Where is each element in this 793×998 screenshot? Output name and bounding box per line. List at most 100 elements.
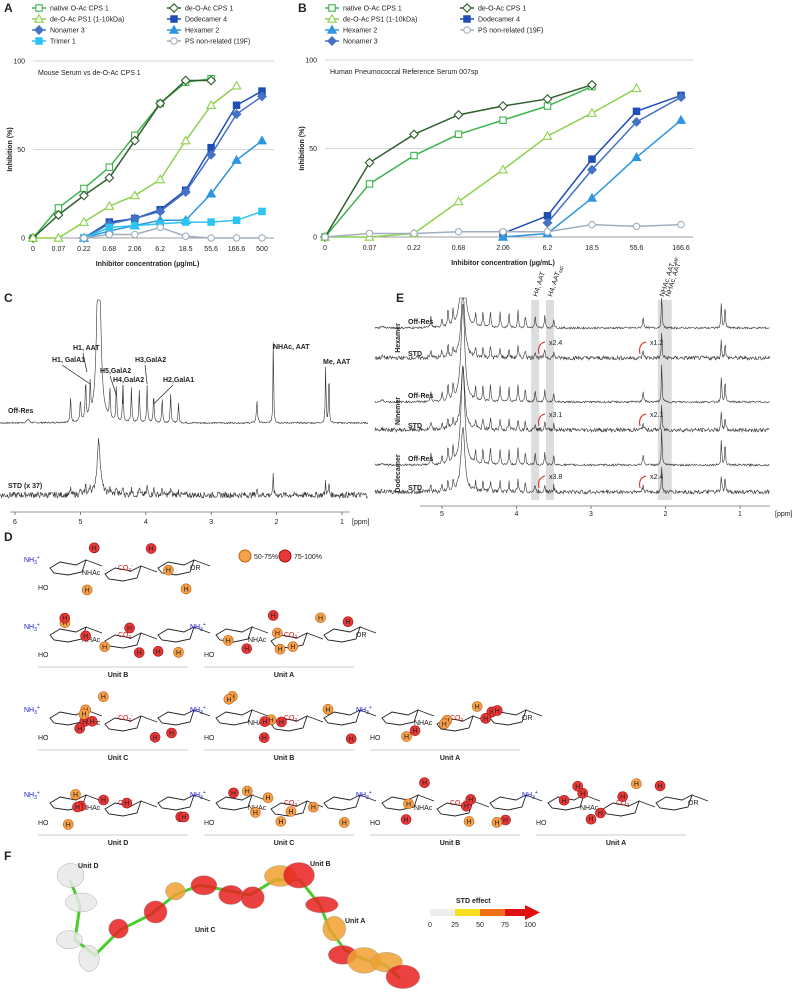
legend-label: PS non-related (19F) [185, 39, 250, 46]
trace-label: STD [408, 423, 422, 430]
marker [365, 229, 374, 238]
std-atom [308, 801, 319, 813]
legend-marker [169, 3, 179, 13]
group-sup: - [131, 798, 133, 804]
peak-arrow [61, 364, 91, 385]
legend-marker [34, 25, 44, 35]
x-tick-label: 55.6 [204, 246, 218, 253]
group-sub: 3 [200, 627, 203, 633]
peak-label-sub: MF [673, 256, 681, 265]
marker [155, 174, 166, 184]
atom-label: H [467, 819, 472, 826]
std-atom [86, 716, 98, 727]
group-base: NH [190, 792, 200, 799]
bond [359, 794, 377, 802]
trace-label: STD [408, 351, 422, 358]
bond [251, 709, 269, 717]
marker [27, 232, 39, 242]
legend-label: Nonamer 3 [343, 39, 378, 46]
y-axis-title: Inhibition (%) [299, 126, 306, 170]
marker [53, 210, 64, 220]
std-surface [322, 916, 346, 942]
atom-label: H [278, 647, 283, 654]
group-base: NH [190, 707, 200, 714]
marker [258, 234, 266, 242]
atom-label: H [269, 717, 274, 724]
group-base: NH [24, 792, 34, 799]
atom-label: H [153, 735, 158, 742]
peak-label: H4,GalA2 [113, 377, 144, 384]
unit-label: Unit C [274, 840, 295, 847]
group-label: HO [370, 820, 381, 827]
group-sub: 2 [461, 718, 464, 724]
group-label: NH3+ [24, 622, 40, 633]
std-surface [283, 862, 315, 889]
atom-label: H [137, 650, 142, 657]
group-base: NH [356, 707, 366, 714]
std-surface [240, 886, 265, 909]
sugar-ring [49, 794, 87, 811]
atom-label: H [278, 819, 283, 826]
marker [80, 234, 88, 242]
atom-label: H [266, 795, 271, 802]
factor-label: x1.2 [650, 340, 663, 347]
atom-label: H [290, 644, 295, 651]
atom-label: H [73, 792, 78, 799]
peak-label: H4, AAT [532, 270, 547, 297]
std-surface [56, 930, 83, 949]
scale-tick-label: 50 [476, 922, 484, 929]
series-line [83, 210, 263, 239]
scale-tick-label: 75 [501, 922, 509, 929]
std-atom [149, 732, 161, 743]
std-atom [342, 616, 354, 628]
x-tick-label: 0 [31, 246, 35, 253]
sugar-ring [381, 794, 419, 811]
panel-label: D [4, 530, 13, 544]
marker [631, 116, 642, 127]
marker [631, 152, 642, 162]
std-atom [74, 723, 85, 734]
atom-label: H [82, 719, 87, 726]
chart-title: Mouse Serum vs de-O-Ac CPS 1 [38, 70, 141, 77]
group-sup: + [369, 705, 372, 711]
group-sub: 3 [34, 795, 37, 801]
marker [587, 79, 597, 90]
group-sup: + [369, 790, 372, 796]
atom-label: H [468, 797, 473, 804]
x-tick-label: 18.5 [179, 246, 193, 253]
group-label: HO [370, 735, 381, 742]
bond [417, 709, 435, 717]
factor-arrow [639, 413, 647, 427]
group-sup: - [297, 798, 299, 804]
group-label: CO2- [616, 798, 631, 809]
group-label: NH3+ [356, 790, 372, 801]
legend-marker [463, 15, 471, 23]
std-surface [78, 945, 100, 972]
legend-label: Dodecamer 4 [185, 17, 227, 24]
x-tick-label: 0 [323, 245, 327, 252]
x-tick-label: 0.68 [452, 245, 466, 252]
std-atom [276, 716, 287, 728]
std-atom [401, 731, 412, 742]
atom-label: H [66, 822, 71, 829]
factor-arrow [639, 341, 647, 355]
atom-label: H [77, 726, 82, 733]
x-tick-label: 0.68 [103, 246, 117, 253]
legend-atom [278, 549, 292, 563]
group-label: OR [688, 800, 699, 807]
legend-label: 50-75% [254, 554, 278, 561]
x-axis-title: Inhibitor concentration (µg/mL) [451, 260, 555, 267]
marker [105, 230, 114, 239]
std-atom [339, 817, 350, 828]
peak-label-text: H4, AAT [532, 270, 547, 297]
std-surface [218, 885, 244, 905]
scale-arrow [525, 905, 540, 920]
group-label: HO [38, 652, 49, 659]
atom-label: H [92, 545, 97, 552]
marker [454, 227, 463, 236]
bond [140, 632, 158, 640]
marker [232, 216, 241, 225]
spectrum [0, 438, 368, 500]
group-label: NHAc [82, 637, 101, 644]
